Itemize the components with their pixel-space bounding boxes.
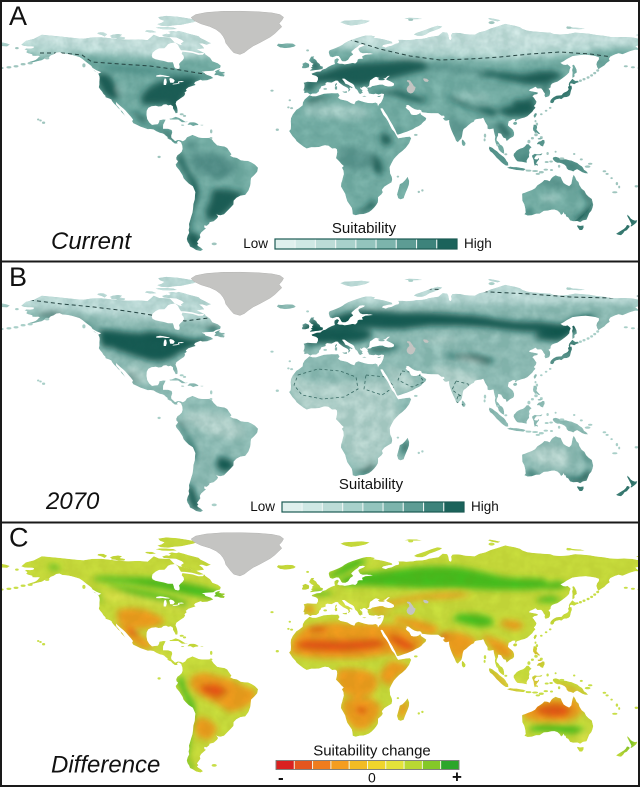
svg-text:-: - [278,769,284,787]
svg-text:Current: Current [51,228,132,255]
svg-text:Suitability change: Suitability change [313,743,431,760]
svg-text:Difference: Difference [51,752,160,779]
svg-text:0: 0 [368,770,376,786]
svg-text:Low: Low [243,236,268,251]
svg-text:B: B [9,262,27,292]
svg-text:Suitability: Suitability [332,220,397,237]
svg-text:Low: Low [250,499,275,514]
svg-text:High: High [464,236,492,251]
svg-text:A: A [9,1,27,31]
svg-text:C: C [9,523,29,553]
svg-text:2070: 2070 [45,488,100,515]
svg-text:+: + [452,768,462,787]
svg-text:High: High [471,499,499,514]
svg-text:Suitability: Suitability [339,476,404,493]
